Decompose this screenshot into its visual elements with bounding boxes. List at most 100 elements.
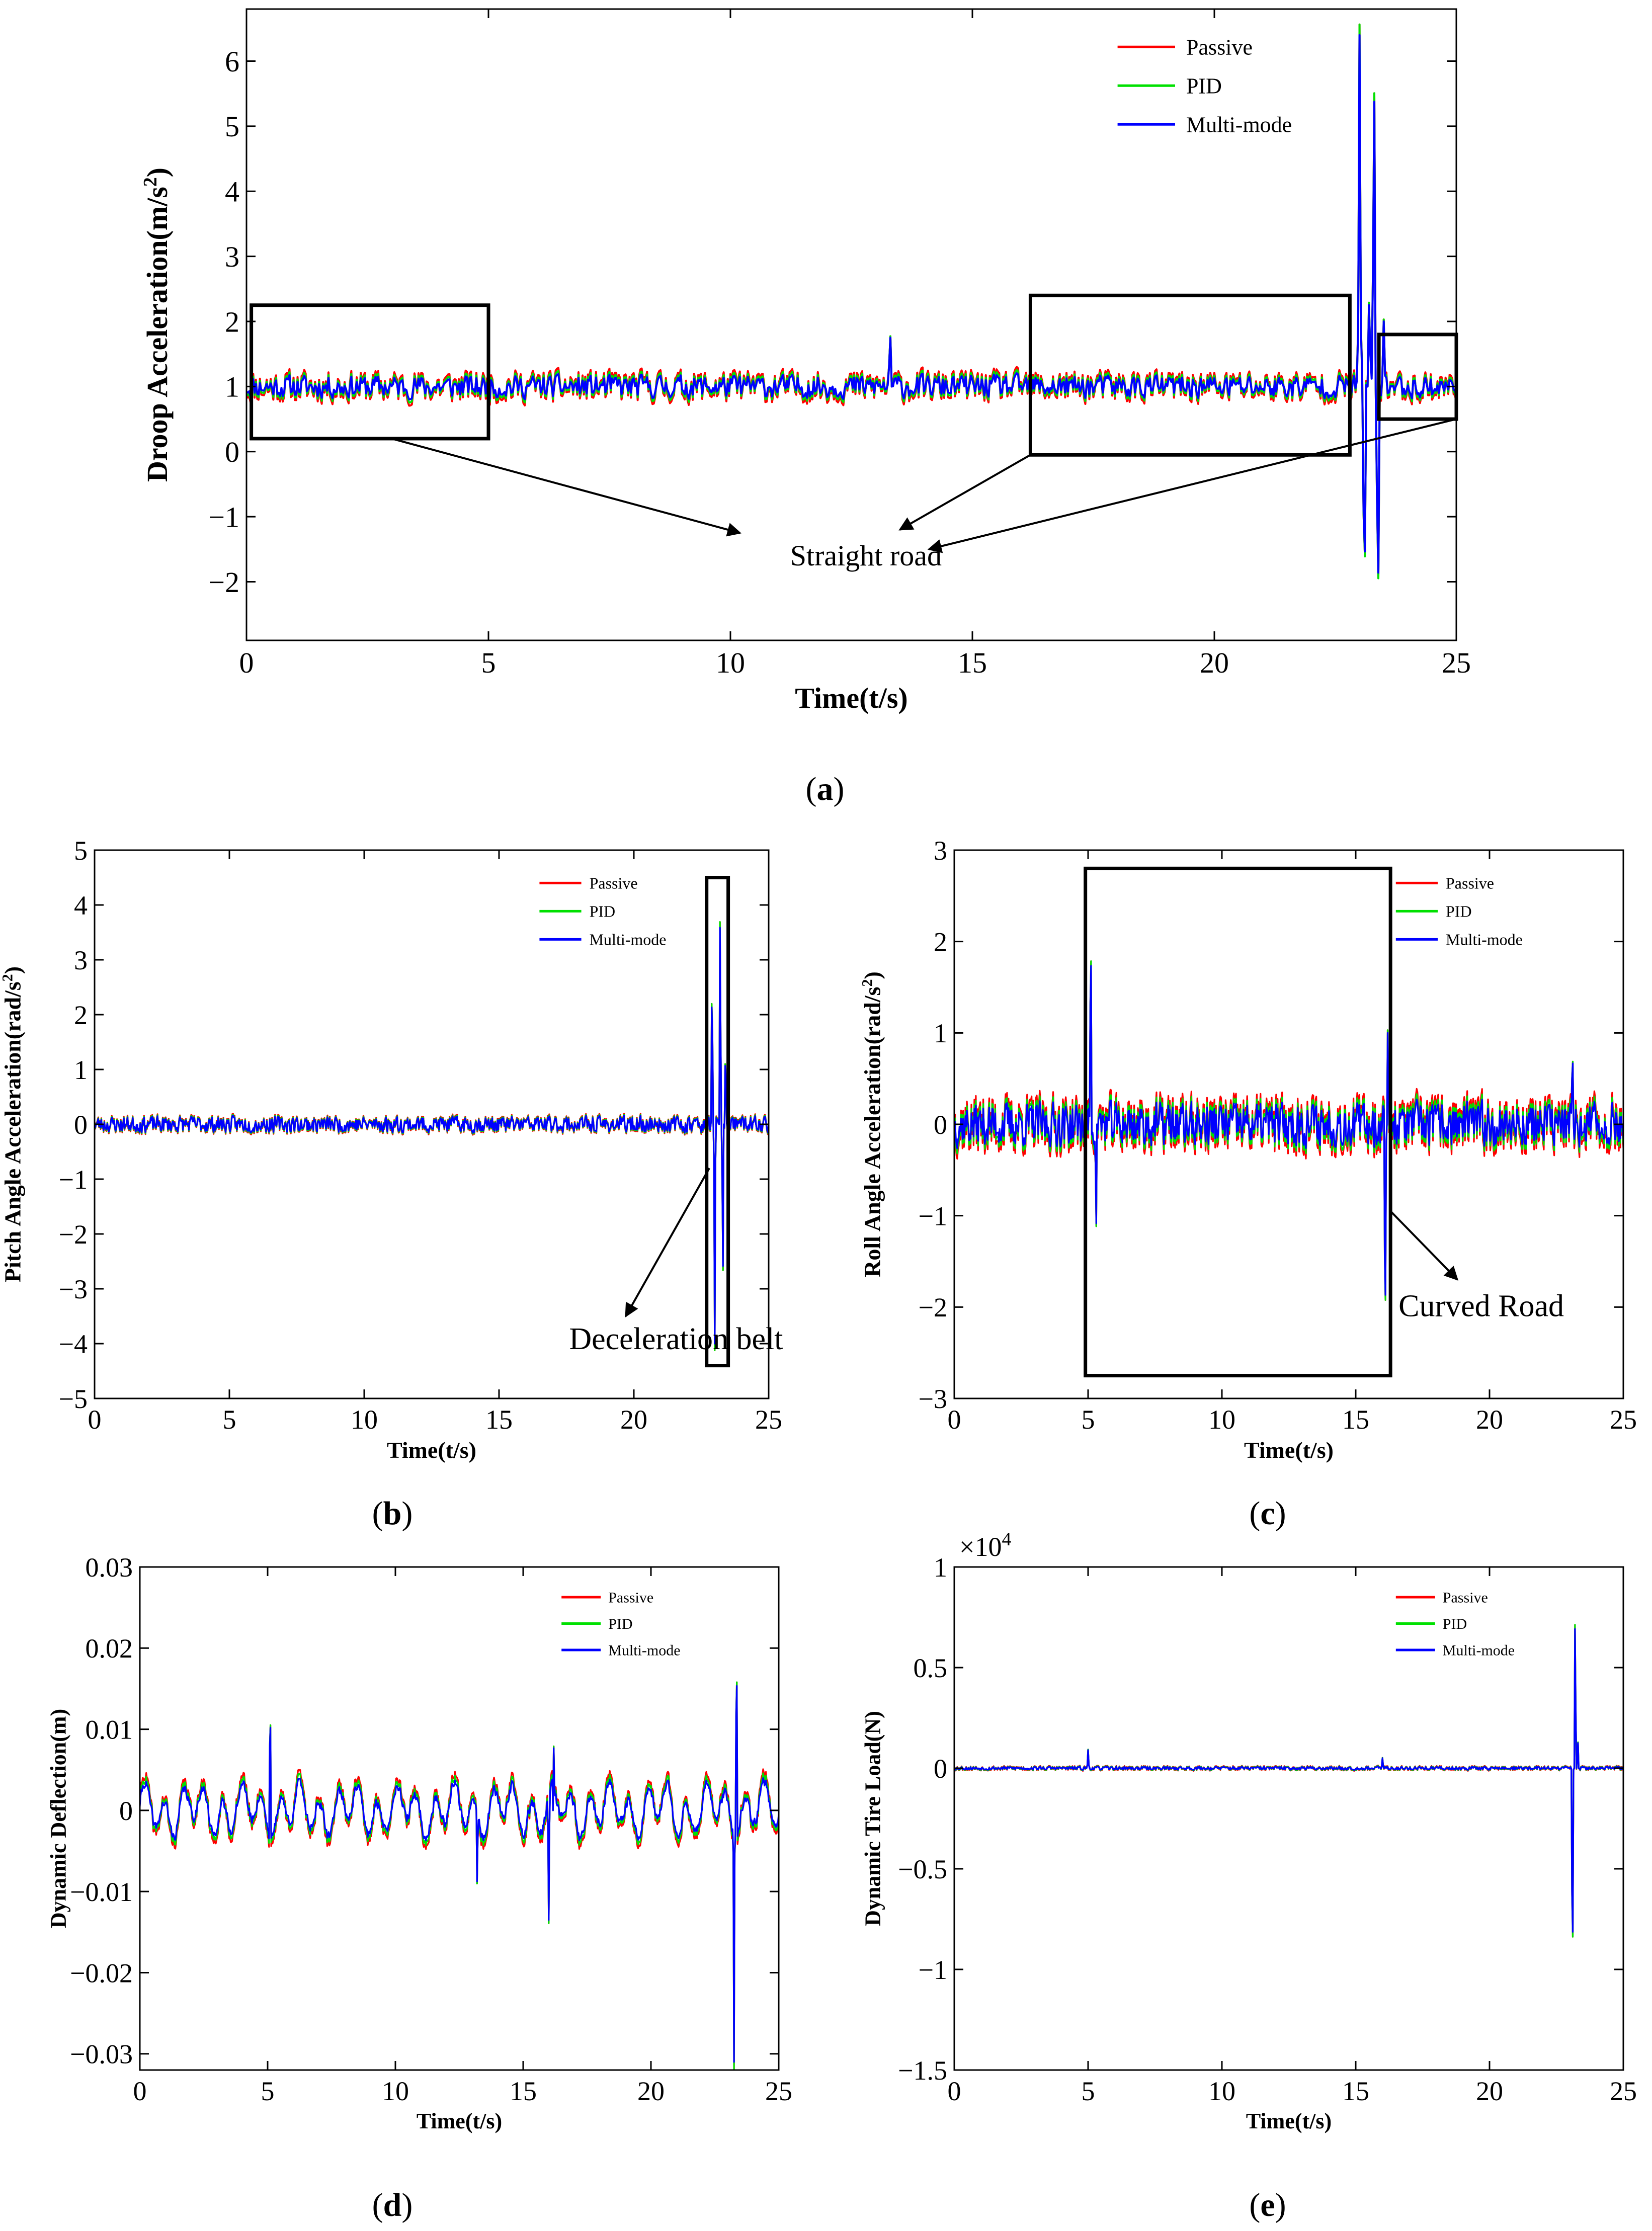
x-tick-label-e: 10 — [1208, 2076, 1235, 2106]
y-tick-label-b: 1 — [74, 1055, 88, 1085]
legend-label-passive-e: Passive — [1443, 1590, 1488, 1606]
x-tick-label-d: 15 — [510, 2076, 537, 2106]
x-axis-label-b: Time(t/s) — [387, 1437, 476, 1463]
y-tick-label-d: 0.03 — [86, 1552, 133, 1583]
y-axis-label-e: Dynamic Tire Load(N) — [860, 1711, 885, 1926]
x-axis-label-e: Time(t/s) — [1246, 2109, 1332, 2133]
series-multi-mode-d — [140, 1685, 779, 2063]
annotation-arrow-a — [898, 454, 1031, 531]
y-tick-label-d: −0.02 — [70, 1958, 133, 1988]
annotation-text-b: Deceleration belt — [569, 1322, 783, 1356]
x-tick-label-d: 25 — [765, 2076, 792, 2106]
highlight-box-c — [1084, 866, 1392, 1378]
y-tick-label-a: 1 — [225, 371, 239, 403]
annotation-text-c: Curved Road — [1398, 1289, 1564, 1324]
legend-label-pid-c: PID — [1446, 902, 1472, 921]
y-tick-label-d: −0.03 — [70, 2039, 133, 2070]
series-multi-mode-a — [246, 34, 1456, 574]
y-tick-label-e: −1 — [919, 1955, 947, 1985]
x-axis-label-a: Time(t/s) — [795, 682, 907, 714]
axes-frame-e — [953, 1566, 1624, 2071]
plot-area-c — [954, 960, 1623, 1301]
plot-area-d — [140, 1681, 779, 2070]
highlight-box-a — [1028, 293, 1352, 457]
annotation-arrow-b — [625, 1168, 710, 1317]
panel-a: (a) — [806, 771, 845, 807]
x-tick-label-d: 0 — [133, 2076, 147, 2106]
legend-label-pid-b: PID — [590, 902, 616, 921]
y-tick-label-b: 0 — [74, 1110, 88, 1140]
panel-a-caption: (a) — [806, 771, 845, 807]
y-tick-label-a: −2 — [208, 566, 239, 599]
highlight-box-b — [705, 876, 730, 1368]
panel-e-caption: (e) — [1249, 2187, 1286, 2223]
chart-e: 0 5 10 15 20 25 −1.5 −1 −0.5 0 0.5 1 Time(t/s) Dynami… — [860, 1529, 1637, 2133]
x-tick-label-b: 10 — [351, 1404, 378, 1435]
legend-label-passive-a: Passive — [1186, 35, 1253, 60]
y-tick-label-a: 2 — [225, 305, 239, 338]
annotation-text-a: Straight road — [790, 539, 942, 572]
series-pid-d — [140, 1681, 779, 2070]
legend-label-multi-mode-b: Multi-mode — [590, 931, 667, 949]
x-tick-label-a: 15 — [958, 646, 987, 679]
series-passive-e — [954, 1624, 1623, 1938]
y-tick-label-e: 0.5 — [914, 1653, 948, 1683]
x-tick-label-b: 25 — [755, 1404, 782, 1435]
plot-area-e — [954, 1624, 1623, 1938]
x-tick-label-c: 20 — [1476, 1404, 1503, 1435]
x-tick-label-a: 0 — [239, 646, 254, 679]
annotation-arrow-a — [391, 437, 741, 537]
legend-label-passive-b: Passive — [590, 874, 638, 892]
x-axis-label-d: Time(t/s) — [417, 2109, 502, 2133]
x-tick-label-c: 10 — [1208, 1404, 1235, 1435]
y-tick-label-b: 2 — [74, 1000, 88, 1030]
series-pid-b — [95, 921, 769, 1351]
x-tick-label-e: 0 — [948, 2076, 961, 2106]
x-tick-label-e: 20 — [1476, 2076, 1503, 2106]
series-passive-a — [246, 23, 1456, 580]
y-tick-label-c: 1 — [934, 1018, 947, 1048]
y-tick-label-b: −2 — [59, 1219, 88, 1250]
x-axis-label-c: Time(t/s) — [1244, 1437, 1334, 1463]
chart-a: 0 5 10 15 20 25 −2 −1 0 1 2 3 4 5 6 Time(t/s) Droop Acce… — [140, 8, 1471, 714]
highlight-box-a — [250, 303, 490, 441]
y-axis-label-c: Roll Angle Acceleration(rad/s2) — [859, 971, 885, 1277]
y-tick-label-b: −5 — [59, 1384, 88, 1414]
x-tick-label-d: 5 — [261, 2076, 275, 2106]
legend-label-passive-c: Passive — [1446, 874, 1494, 892]
x-tick-label-a: 10 — [716, 646, 745, 679]
y-tick-label-c: −2 — [919, 1292, 947, 1323]
x-tick-label-e: 25 — [1610, 2076, 1637, 2106]
x-tick-label-b: 15 — [485, 1404, 513, 1435]
y-tick-label-c: −1 — [919, 1201, 947, 1231]
annotation-arrow-c — [1389, 1210, 1459, 1281]
y-tick-label-c: 0 — [934, 1110, 947, 1140]
x-tick-label-b: 5 — [223, 1404, 236, 1435]
x-tick-label-e: 15 — [1342, 2076, 1369, 2106]
y-tick-label-c: −3 — [919, 1384, 947, 1414]
panel-b: (b) — [372, 1495, 413, 1532]
series-multi-mode-e — [954, 1628, 1623, 1933]
y-tick-label-b: 5 — [74, 836, 88, 866]
axes-frame-a — [245, 8, 1457, 641]
y-tick-label-b: −3 — [59, 1274, 88, 1304]
chart-b: 0 5 10 15 20 25 −5 −4 −3 −2 −1 0 1 2 3 4 5 Time(t/s) Pitch… — [0, 836, 783, 1463]
plot-area-b — [95, 921, 769, 1351]
x-tick-label-d: 20 — [637, 2076, 665, 2106]
y-tick-label-d: 0.02 — [86, 1633, 133, 1664]
x-tick-label-c: 0 — [948, 1404, 961, 1435]
panel-d-caption: (d) — [372, 2187, 413, 2223]
y-tick-label-c: 3 — [934, 836, 947, 866]
y-tick-label-e: −0.5 — [898, 1854, 947, 1884]
x-tick-label-e: 5 — [1082, 2076, 1095, 2106]
y-tick-label-a: 5 — [225, 110, 239, 143]
y-tick-label-e: 0 — [934, 1754, 947, 1784]
chart-c: 0 5 10 15 20 25 −3 −2 −1 0 1 2 3 Time(t/s) Roll Angle … — [859, 836, 1637, 1463]
y-tick-label-a: 3 — [225, 240, 239, 273]
series-multi-mode-b — [95, 927, 769, 1345]
x-tick-label-b: 0 — [88, 1404, 102, 1435]
series-passive-d — [140, 1681, 779, 2070]
series-pid-a — [246, 23, 1456, 580]
x-tick-label-d: 10 — [382, 2076, 409, 2106]
